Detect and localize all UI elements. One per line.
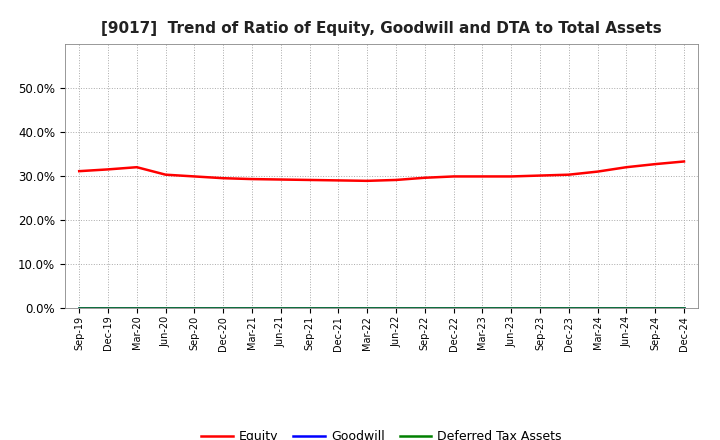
Deferred Tax Assets <box>478 305 487 311</box>
Goodwill <box>75 305 84 311</box>
Deferred Tax Assets <box>449 305 458 311</box>
Equity <box>161 172 170 177</box>
Equity <box>536 173 544 178</box>
Equity <box>478 174 487 179</box>
Equity <box>449 174 458 179</box>
Goodwill <box>651 305 660 311</box>
Goodwill <box>536 305 544 311</box>
Equity <box>104 167 112 172</box>
Equity <box>305 177 314 183</box>
Deferred Tax Assets <box>161 305 170 311</box>
Deferred Tax Assets <box>276 305 285 311</box>
Equity <box>420 175 429 180</box>
Deferred Tax Assets <box>507 305 516 311</box>
Deferred Tax Assets <box>334 305 343 311</box>
Goodwill <box>564 305 573 311</box>
Deferred Tax Assets <box>219 305 228 311</box>
Equity <box>622 165 631 170</box>
Goodwill <box>449 305 458 311</box>
Legend: Equity, Goodwill, Deferred Tax Assets: Equity, Goodwill, Deferred Tax Assets <box>197 425 567 440</box>
Equity <box>219 176 228 181</box>
Deferred Tax Assets <box>651 305 660 311</box>
Deferred Tax Assets <box>104 305 112 311</box>
Goodwill <box>161 305 170 311</box>
Deferred Tax Assets <box>190 305 199 311</box>
Deferred Tax Assets <box>564 305 573 311</box>
Goodwill <box>334 305 343 311</box>
Equity <box>276 177 285 182</box>
Equity <box>507 174 516 179</box>
Goodwill <box>392 305 400 311</box>
Title: [9017]  Trend of Ratio of Equity, Goodwill and DTA to Total Assets: [9017] Trend of Ratio of Equity, Goodwil… <box>102 21 662 36</box>
Equity <box>392 177 400 183</box>
Deferred Tax Assets <box>536 305 544 311</box>
Goodwill <box>478 305 487 311</box>
Goodwill <box>219 305 228 311</box>
Goodwill <box>622 305 631 311</box>
Goodwill <box>190 305 199 311</box>
Goodwill <box>680 305 688 311</box>
Goodwill <box>104 305 112 311</box>
Equity <box>651 161 660 167</box>
Goodwill <box>276 305 285 311</box>
Equity <box>564 172 573 177</box>
Equity <box>75 169 84 174</box>
Goodwill <box>593 305 602 311</box>
Deferred Tax Assets <box>132 305 141 311</box>
Deferred Tax Assets <box>305 305 314 311</box>
Deferred Tax Assets <box>622 305 631 311</box>
Line: Equity: Equity <box>79 161 684 181</box>
Goodwill <box>363 305 372 311</box>
Deferred Tax Assets <box>420 305 429 311</box>
Deferred Tax Assets <box>75 305 84 311</box>
Equity <box>363 178 372 183</box>
Deferred Tax Assets <box>680 305 688 311</box>
Deferred Tax Assets <box>363 305 372 311</box>
Goodwill <box>507 305 516 311</box>
Deferred Tax Assets <box>392 305 400 311</box>
Equity <box>680 159 688 164</box>
Goodwill <box>248 305 256 311</box>
Equity <box>593 169 602 174</box>
Equity <box>190 174 199 179</box>
Deferred Tax Assets <box>593 305 602 311</box>
Equity <box>248 176 256 182</box>
Goodwill <box>132 305 141 311</box>
Goodwill <box>420 305 429 311</box>
Equity <box>132 165 141 170</box>
Equity <box>334 178 343 183</box>
Deferred Tax Assets <box>248 305 256 311</box>
Goodwill <box>305 305 314 311</box>
